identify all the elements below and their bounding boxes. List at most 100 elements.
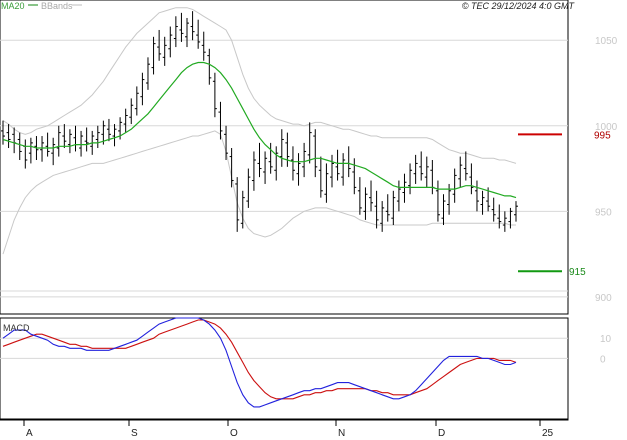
support-level-label: 915 bbox=[569, 267, 586, 278]
candle-bar bbox=[285, 132, 290, 167]
candle-bar bbox=[480, 190, 485, 215]
candle-bar bbox=[45, 132, 50, 157]
candle-bar bbox=[268, 142, 273, 174]
candle-bar bbox=[279, 129, 284, 167]
macd-y-tick-label: 10 bbox=[600, 334, 612, 345]
candle-bar bbox=[413, 154, 418, 184]
candle-bar bbox=[157, 29, 162, 61]
candle-bar bbox=[17, 132, 22, 160]
grid-lines bbox=[0, 39, 568, 359]
candle-bar bbox=[140, 72, 145, 106]
candle-bar bbox=[290, 146, 295, 181]
candle-bar bbox=[329, 154, 334, 188]
macd-lines bbox=[2, 317, 517, 408]
bbands-upper-line bbox=[2, 7, 517, 164]
candle-bar bbox=[380, 201, 385, 232]
x-tick-label: 25 bbox=[542, 428, 554, 439]
candle-bar bbox=[514, 201, 518, 222]
macd-y-tick-label: 0 bbox=[600, 354, 606, 365]
candle-bar bbox=[6, 124, 11, 149]
candle-bar bbox=[463, 151, 468, 181]
candle-bar bbox=[168, 26, 173, 58]
price-panel-frame bbox=[0, 0, 569, 315]
candle-bar bbox=[385, 194, 390, 222]
candle-bar bbox=[196, 19, 201, 49]
candle-bar bbox=[129, 98, 134, 125]
candles-series bbox=[1, 11, 518, 232]
price-levels: 995 915 bbox=[518, 130, 611, 278]
bbands-lower-line bbox=[2, 130, 516, 255]
y-tick-labels: 1050 1000 950 900 10 0 bbox=[595, 36, 618, 365]
candle-bar bbox=[274, 146, 279, 181]
x-tick-label: D bbox=[438, 428, 445, 439]
price-y-tick-label: 1050 bbox=[595, 36, 618, 47]
candle-bar bbox=[62, 124, 67, 149]
x-tick-label: A bbox=[26, 428, 33, 439]
candle-bar bbox=[491, 197, 496, 222]
candle-bar bbox=[497, 204, 502, 229]
candle-bar bbox=[162, 36, 167, 66]
candle-bar bbox=[185, 17, 190, 48]
candle-bar bbox=[106, 118, 111, 142]
resistance-level-label: 995 bbox=[594, 130, 611, 141]
candle-bar bbox=[458, 156, 463, 188]
price-y-tick-label: 1000 bbox=[595, 122, 618, 133]
candle-bar bbox=[257, 142, 262, 178]
macd-series-line bbox=[2, 317, 517, 408]
candle-bar bbox=[67, 129, 72, 154]
candle-bar bbox=[408, 163, 413, 195]
x-tick-labels: A S O N D 25 bbox=[23, 419, 554, 439]
candle-bar bbox=[296, 153, 301, 186]
candle-bar bbox=[112, 124, 117, 147]
candle-bar bbox=[229, 148, 234, 188]
candle-bar bbox=[363, 187, 368, 220]
candle-bar bbox=[263, 151, 268, 184]
candle-bar bbox=[173, 16, 178, 48]
candle-bar bbox=[40, 136, 45, 162]
candle-bar bbox=[1, 120, 5, 145]
candle-bar bbox=[402, 173, 407, 203]
candle-bar bbox=[251, 151, 256, 191]
candle-bar bbox=[391, 190, 396, 226]
candle-bar bbox=[207, 48, 212, 85]
candle-bar bbox=[424, 156, 429, 188]
candle-bar bbox=[508, 207, 513, 229]
candle-bar bbox=[302, 142, 307, 178]
candle-bar bbox=[240, 190, 245, 229]
candle-bar bbox=[335, 149, 340, 181]
x-tick-label: N bbox=[338, 428, 345, 439]
ma20-series-line bbox=[2, 61, 517, 199]
panel-frames bbox=[0, 0, 569, 421]
candle-bar bbox=[307, 122, 312, 164]
candle-bar bbox=[23, 139, 28, 169]
candle-bar bbox=[12, 127, 17, 154]
candle-bar bbox=[324, 163, 329, 203]
candle-bar bbox=[190, 11, 195, 41]
candle-bar bbox=[313, 129, 318, 178]
candle-bar bbox=[246, 168, 251, 208]
candle-bar bbox=[151, 36, 156, 75]
candle-bar bbox=[123, 108, 128, 133]
candle-bar bbox=[352, 158, 357, 195]
candle-bar bbox=[374, 190, 379, 229]
candle-bar bbox=[502, 211, 507, 232]
signal-series-line bbox=[2, 319, 517, 400]
candle-bar bbox=[79, 130, 84, 157]
candle-bar bbox=[441, 194, 446, 226]
candle-bar bbox=[218, 101, 223, 140]
price-y-tick-label: 950 bbox=[595, 207, 612, 218]
candle-bar bbox=[134, 86, 139, 116]
legend-bbands-label: BBands bbox=[41, 1, 73, 11]
candle-bar bbox=[419, 151, 424, 181]
candle-bar bbox=[341, 153, 346, 186]
ma20-line bbox=[2, 61, 517, 199]
candle-bar bbox=[396, 180, 401, 212]
candle-bar bbox=[474, 180, 479, 212]
candle-bar bbox=[179, 12, 184, 42]
candle-bar bbox=[469, 163, 474, 195]
price-y-tick-label: 900 bbox=[595, 293, 612, 304]
candle-bar bbox=[56, 125, 61, 157]
candle-bar bbox=[452, 168, 457, 203]
candle-bar bbox=[73, 125, 78, 152]
